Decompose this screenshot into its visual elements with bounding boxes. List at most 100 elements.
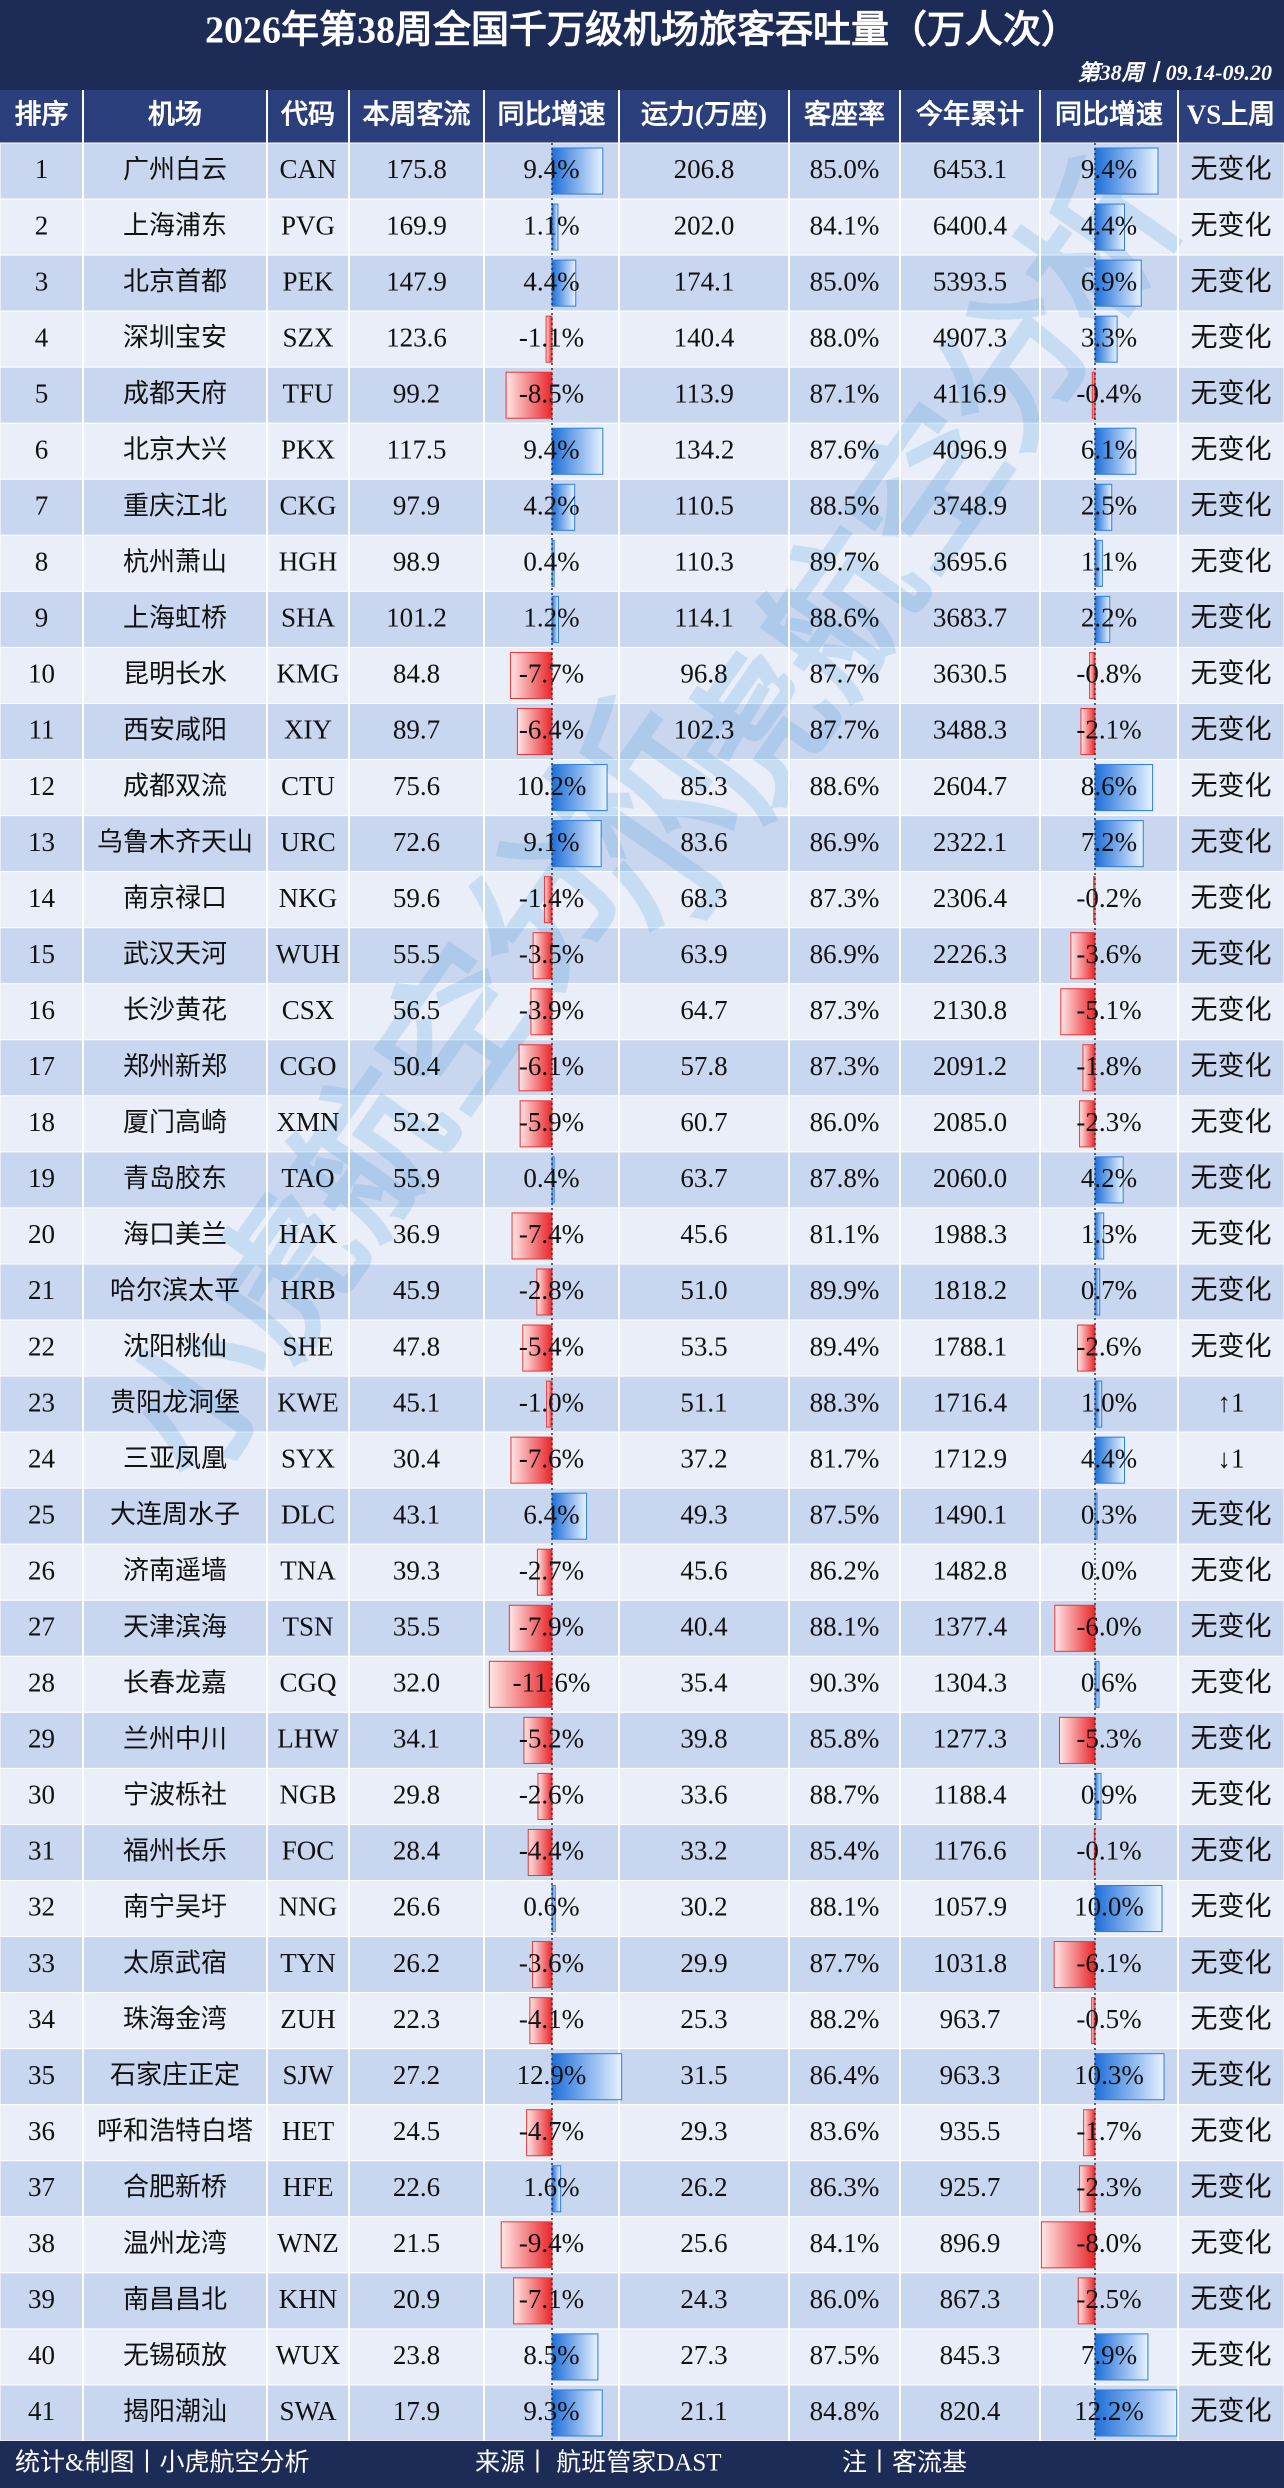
table-cell: 123.6 [386, 322, 447, 352]
table-cell: 45.6 [680, 1219, 727, 1249]
table-row [0, 198, 1284, 256]
growth-bar [1070, 932, 1096, 980]
growth-bar [522, 1324, 553, 1372]
table-cell: 1716.4 [933, 1387, 1008, 1417]
table-cell: CSX [282, 995, 335, 1025]
table-cell: 1490.1 [933, 1499, 1007, 1529]
table-cell: -0.2% [1076, 883, 1141, 913]
table-cell: 1188.4 [933, 1780, 1007, 1810]
table-cell: 26.2 [393, 1948, 440, 1978]
table-cell: 无变化 [1191, 1555, 1272, 1585]
table-cell: 20 [28, 1219, 55, 1249]
growth-bar [1091, 371, 1096, 419]
table-cell: 59.6 [393, 883, 440, 913]
table-cell: 87.8% [810, 1163, 880, 1193]
table-cell: 84.8% [810, 2396, 880, 2426]
table-cell: PEK [282, 266, 334, 296]
table-cell: -2.5% [1076, 2284, 1141, 2314]
table-cell: 50.4 [393, 1051, 441, 1081]
growth-bar [1094, 1156, 1124, 1204]
table-cell: 8 [35, 547, 49, 577]
table-row [0, 1992, 1284, 2050]
table-cell: 15 [28, 939, 55, 969]
table-cell: 1.3% [1081, 1219, 1137, 1249]
table-cell: 无变化 [1191, 2004, 1272, 2034]
table-cell: 2130.8 [933, 995, 1007, 1025]
table-cell: 29.3 [680, 2116, 727, 2146]
table-row [0, 759, 1284, 817]
table-cell: KHN [279, 2284, 338, 2314]
table-cell: 合肥新桥 [123, 2173, 227, 2202]
table-cell: -1.1% [519, 322, 584, 352]
table-cell: 87.3% [810, 1051, 880, 1081]
table-cell: 87.5% [810, 1499, 880, 1529]
table-cell: 9.1% [523, 827, 579, 857]
table-cell: 83.6% [810, 2116, 880, 2146]
table-cell: 1818.2 [933, 1275, 1007, 1305]
table-cell: 72.6 [393, 827, 440, 857]
table-cell: 39.3 [393, 1555, 440, 1585]
table-cell: 140.4 [674, 322, 735, 352]
table-cell: 98.9 [393, 547, 440, 577]
table-cell: 无变化 [1191, 2284, 1272, 2314]
table-cell: 33.6 [680, 1780, 727, 1810]
table-cell: -7.9% [519, 1611, 584, 1641]
table-cell: 无变化 [1191, 2340, 1272, 2370]
table-cell: 4.2% [523, 491, 579, 521]
table-cell: 1277.3 [933, 1724, 1007, 1754]
table-cell: 101.2 [386, 603, 447, 633]
growth-bar [523, 1716, 553, 1764]
table-cell: 39.8 [680, 1724, 727, 1754]
table-cell: 长春龙嘉 [123, 1668, 227, 1697]
table-cell: 无变化 [1191, 266, 1272, 296]
table-cell: 47.8 [393, 1331, 440, 1361]
table-row [0, 2272, 1284, 2330]
growth-bar [1083, 2109, 1096, 2157]
table-cell: 34.1 [393, 1724, 440, 1754]
table-cell: 97.9 [393, 491, 440, 521]
growth-bar [1058, 1716, 1096, 1764]
table-cell: -0.4% [1076, 378, 1141, 408]
table-cell: -0.1% [1076, 1836, 1141, 1866]
table-cell: 87.7% [810, 1948, 880, 1978]
growth-bar [526, 2109, 553, 2157]
table-cell: 海口美兰 [123, 1220, 227, 1249]
table-cell: 68.3 [680, 883, 727, 913]
table-cell: 2.2% [1081, 603, 1137, 633]
table-row [0, 534, 1284, 592]
table-cell: 896.9 [940, 2228, 1001, 2258]
table-cell: 无变化 [1191, 1163, 1272, 1193]
table-cell: 无变化 [1191, 659, 1272, 689]
table-cell: 0.3% [1081, 1499, 1137, 1529]
table-cell: PKX [281, 434, 336, 464]
table-cell: 81.7% [810, 1443, 880, 1473]
table-cell: 1057.9 [933, 1892, 1007, 1922]
growth-bar [1094, 203, 1125, 251]
table-cell: 0.6% [523, 1892, 579, 1922]
table-row [0, 927, 1284, 985]
growth-bar [1080, 707, 1096, 756]
table-cell: 102.3 [674, 715, 735, 745]
table-cell: 4116.9 [933, 378, 1006, 408]
table-cell: 63.9 [680, 939, 727, 969]
table-cell: 无变化 [1191, 1724, 1272, 1754]
footer-note: 注丨客流基 [842, 2449, 967, 2477]
growth-bar [1094, 1436, 1125, 1484]
column-header: VS上周 [1187, 100, 1276, 130]
table-cell: 无变化 [1191, 1948, 1272, 1978]
table-cell: 1.6% [523, 2172, 579, 2202]
table-cell: 天津滨海 [123, 1612, 227, 1641]
table-cell: 无变化 [1191, 1780, 1272, 1810]
table-cell: -2.3% [1076, 2172, 1141, 2202]
table-cell: 2306.4 [933, 883, 1008, 913]
table-cell: KMG [276, 659, 339, 689]
table-cell: 6400.4 [933, 210, 1008, 240]
growth-bar [1094, 820, 1144, 868]
table-cell: 22 [28, 1331, 55, 1361]
table-cell: WUH [276, 939, 340, 969]
table-cell: 2 [35, 210, 49, 240]
table-cell: 2322.1 [933, 827, 1007, 857]
table-cell: 9 [35, 603, 49, 633]
table-cell: 无变化 [1191, 2060, 1272, 2090]
